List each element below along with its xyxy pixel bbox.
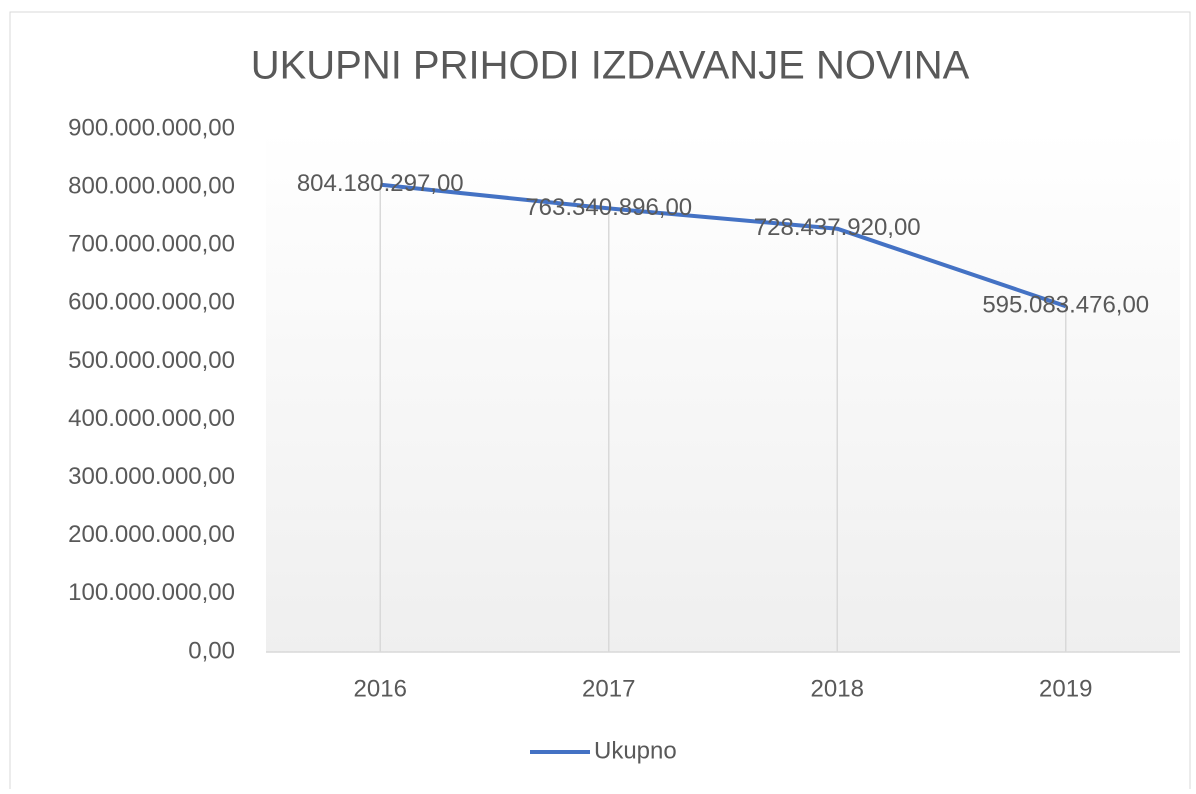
y-tick-label: 0,00: [188, 637, 235, 664]
y-tick-label: 700.000.000,00: [68, 231, 235, 258]
y-tick-label: 500.000.000,00: [68, 347, 235, 374]
x-tick-label: 2016: [354, 675, 407, 702]
legend-label: Ukupno: [594, 737, 677, 764]
data-label: 595.083.476,00: [982, 292, 1149, 319]
y-tick-label: 100.000.000,00: [68, 579, 235, 606]
plot-area: [266, 129, 1180, 652]
x-tick-label: 2018: [811, 675, 864, 702]
y-tick-label: 400.000.000,00: [68, 405, 235, 432]
x-tick-label: 2017: [582, 675, 635, 702]
y-tick-label: 300.000.000,00: [68, 463, 235, 490]
chart-title: UKUPNI PRIHODI IZDAVANJE NOVINA: [251, 44, 970, 88]
y-tick-label: 800.000.000,00: [68, 172, 235, 199]
chart-frame: [9, 11, 1191, 794]
x-tick-label: 2019: [1039, 675, 1092, 702]
data-label: 804.180.297,00: [297, 170, 464, 197]
y-tick-label: 200.000.000,00: [68, 521, 235, 548]
data-label: 728.437.920,00: [754, 214, 921, 241]
y-tick-label: 600.000.000,00: [68, 289, 235, 316]
series-line: [380, 182, 1067, 309]
data-label: 763.340.896,00: [525, 194, 692, 221]
y-tick-label: 900.000.000,00: [68, 114, 235, 141]
